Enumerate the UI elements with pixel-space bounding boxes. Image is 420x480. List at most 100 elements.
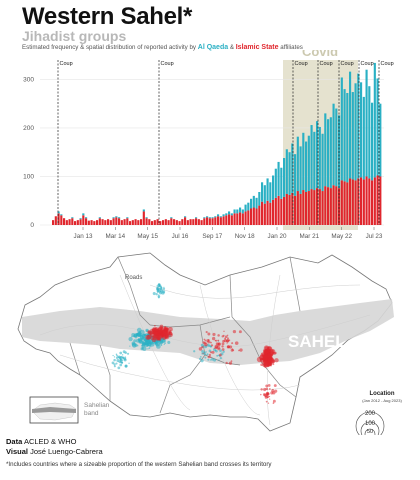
al-qaeda-activity-dot	[213, 348, 217, 352]
bar-islamic-state	[76, 220, 79, 225]
islamic-state-activity-dot	[207, 355, 211, 359]
coup-label: Coup	[341, 61, 354, 67]
al-qaeda-activity-dot	[131, 342, 137, 348]
islamic-state-activity-dot	[226, 334, 229, 337]
al-qaeda-activity-dot	[205, 354, 207, 356]
x-tick-label: Jan 13	[74, 233, 93, 240]
bar-al-qaeda	[118, 217, 121, 219]
islamic-state-activity-dot	[154, 324, 156, 327]
bar-islamic-state	[151, 221, 154, 225]
bar-al-qaeda	[195, 217, 198, 219]
bar-al-qaeda	[291, 143, 294, 193]
bar-al-qaeda	[208, 217, 211, 219]
bar-islamic-state	[357, 178, 360, 225]
al-qaeda-activity-dot	[210, 357, 214, 361]
islamic-state-activity-dot	[238, 330, 242, 334]
al-qaeda-activity-dot	[121, 354, 124, 356]
bar-islamic-state	[239, 212, 242, 225]
bar-islamic-state	[376, 175, 379, 225]
bar-islamic-state	[338, 188, 341, 225]
bar-al-qaeda	[316, 121, 319, 189]
al-qaeda-activity-dot	[136, 327, 142, 333]
al-qaeda-activity-dot	[163, 286, 165, 289]
islamic-state-activity-dot	[210, 344, 214, 347]
x-tick-label: Mar 14	[106, 233, 126, 240]
bar-islamic-state	[57, 213, 60, 225]
bar-al-qaeda	[98, 217, 101, 219]
al-qaeda-activity-dot	[115, 356, 119, 360]
bar-al-qaeda	[211, 217, 214, 219]
bar-islamic-state	[148, 219, 151, 225]
bar-al-qaeda	[79, 218, 82, 220]
inset-label-line1: Sahelian	[84, 402, 110, 409]
al-qaeda-activity-dot	[128, 336, 133, 342]
al-qaeda-activity-dot	[131, 335, 133, 338]
islamic-state-activity-dot	[263, 363, 268, 368]
al-qaeda-activity-dot	[141, 344, 144, 347]
al-qaeda-activity-dot	[157, 286, 160, 288]
bar-al-qaeda	[170, 217, 173, 219]
bar-al-qaeda	[57, 211, 60, 214]
islamic-state-activity-dot	[272, 402, 275, 404]
islamic-state-activity-dot	[267, 384, 271, 387]
bar-islamic-state	[90, 220, 93, 225]
legend-islamic-state: Islamic State	[235, 44, 279, 51]
bar-islamic-state	[349, 178, 352, 225]
islamic-state-activity-dot	[260, 388, 263, 391]
islamic-state-activity-dot	[217, 347, 220, 351]
coup-label: Coup	[60, 61, 73, 67]
al-qaeda-activity-dot	[208, 344, 211, 348]
bar-islamic-state	[296, 191, 299, 225]
al-qaeda-activity-dot	[204, 356, 207, 359]
legend-title: Location	[370, 391, 395, 397]
islamic-state-activity-dot	[270, 349, 276, 354]
bar-islamic-state	[189, 219, 192, 225]
islamic-state-activity-dot	[267, 402, 270, 404]
islamic-state-activity-dot	[164, 333, 167, 336]
bar-al-qaeda	[214, 216, 217, 218]
bar-al-qaeda	[376, 78, 379, 176]
islamic-state-activity-dot	[269, 398, 271, 400]
islamic-state-activity-dot	[209, 356, 212, 358]
x-tick-label: Mar 21	[300, 233, 320, 240]
islamic-state-activity-dot	[169, 329, 172, 332]
al-qaeda-activity-dot	[161, 290, 166, 294]
bar-al-qaeda	[285, 149, 288, 194]
al-qaeda-activity-dot	[148, 347, 151, 349]
bar-islamic-state	[52, 220, 55, 225]
islamic-state-activity-dot	[272, 358, 274, 360]
bar-islamic-state	[217, 216, 220, 225]
al-qaeda-activity-dot	[216, 354, 219, 357]
bar-islamic-state	[211, 218, 214, 225]
bar-islamic-state	[321, 191, 324, 225]
bar-islamic-state	[266, 200, 269, 225]
bar-islamic-state	[107, 219, 110, 225]
y-tick-label: 0	[30, 222, 34, 229]
islamic-state-activity-dot	[263, 360, 268, 364]
bar-al-qaeda	[318, 126, 321, 190]
islamic-state-activity-dot	[265, 384, 269, 388]
islamic-state-activity-dot	[211, 350, 215, 354]
bar-al-qaeda	[261, 182, 264, 202]
bar-al-qaeda	[313, 131, 316, 191]
bar-islamic-state	[244, 211, 247, 225]
bar-islamic-state	[346, 182, 349, 225]
bar-al-qaeda	[71, 217, 74, 219]
bar-islamic-state	[335, 186, 338, 225]
chart-description: Estimated frequency & spatial distributi…	[22, 44, 303, 51]
islamic-state-activity-dot	[226, 342, 228, 344]
bar-al-qaeda	[82, 213, 85, 216]
bar-islamic-state	[93, 221, 96, 225]
legend-subtitle: (Jan 2012 - Aug 2023)	[362, 398, 402, 403]
al-qaeda-activity-dot	[209, 359, 212, 361]
bar-islamic-state	[206, 217, 209, 225]
bar-islamic-state	[329, 188, 332, 225]
islamic-state-activity-dot	[265, 400, 268, 403]
islamic-state-activity-dot	[166, 330, 171, 336]
bar-islamic-state	[307, 191, 310, 225]
al-qaeda-activity-dot	[198, 357, 202, 361]
sahelian-band	[22, 299, 394, 365]
bar-islamic-state	[277, 195, 280, 225]
al-qaeda-activity-dot	[200, 359, 204, 363]
bar-al-qaeda	[349, 71, 352, 179]
